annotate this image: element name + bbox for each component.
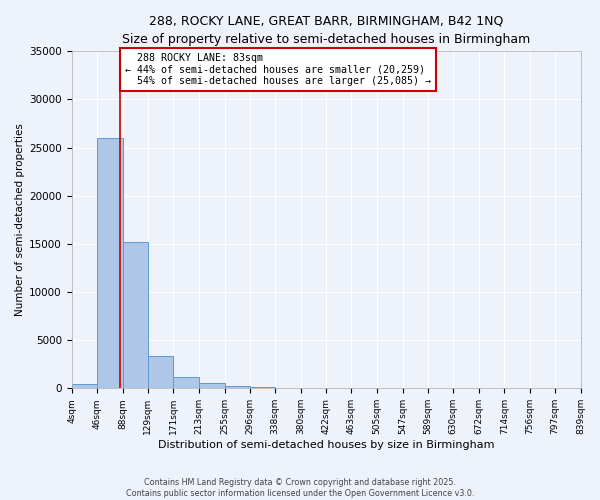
X-axis label: Distribution of semi-detached houses by size in Birmingham: Distribution of semi-detached houses by … — [158, 440, 494, 450]
Bar — [173, 377, 199, 388]
Title: 288, ROCKY LANE, GREAT BARR, BIRMINGHAM, B42 1NQ
Size of property relative to se: 288, ROCKY LANE, GREAT BARR, BIRMINGHAM,… — [122, 15, 530, 46]
Bar — [71, 384, 97, 388]
Y-axis label: Number of semi-detached properties: Number of semi-detached properties — [15, 124, 25, 316]
Text: Contains HM Land Registry data © Crown copyright and database right 2025.
Contai: Contains HM Land Registry data © Crown c… — [126, 478, 474, 498]
Bar — [97, 138, 123, 388]
Bar — [148, 356, 173, 388]
Bar — [123, 242, 148, 388]
Bar — [199, 382, 224, 388]
Text: 288 ROCKY LANE: 83sqm
← 44% of semi-detached houses are smaller (20,259)
  54% o: 288 ROCKY LANE: 83sqm ← 44% of semi-deta… — [125, 53, 431, 86]
Bar — [224, 386, 250, 388]
